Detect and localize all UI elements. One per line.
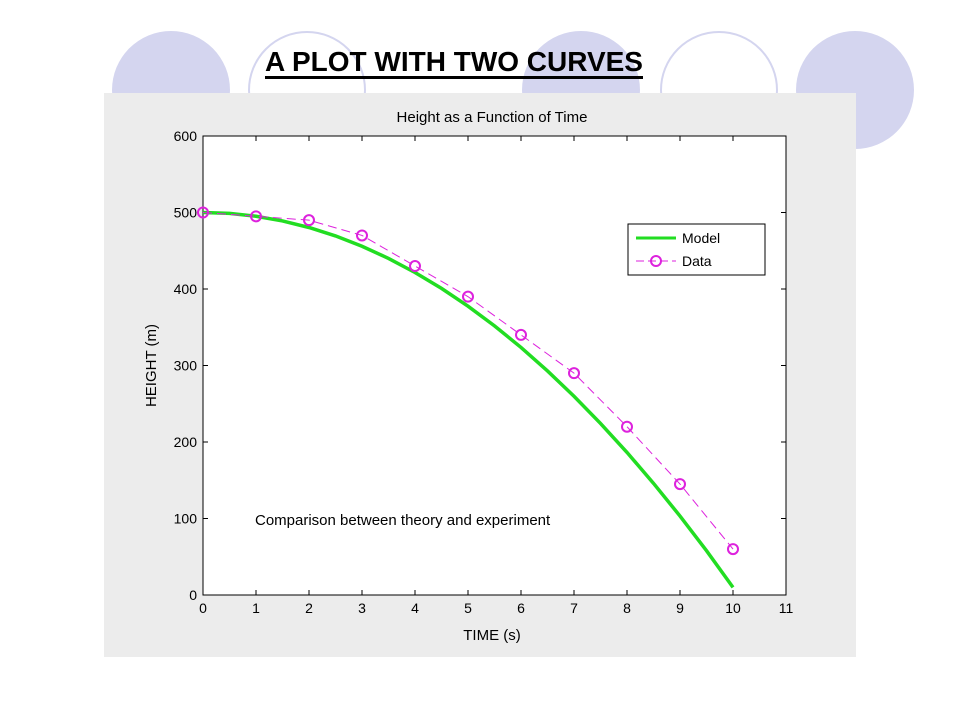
- figure-panel: Height as a Function of Time TIME (s) HE…: [104, 93, 856, 657]
- data-point: [197, 206, 209, 219]
- x-tick-label: 6: [517, 600, 525, 616]
- x-tick-label: 1: [252, 600, 260, 616]
- chart-title: Height as a Function of Time: [397, 109, 588, 126]
- x-tick-label: 5: [464, 600, 472, 616]
- data-point: [462, 290, 474, 303]
- legend-box: [627, 223, 766, 276]
- legend: Model Data: [627, 223, 766, 276]
- y-tick-label: 500: [174, 205, 198, 221]
- legend-data-label: Data: [682, 253, 712, 269]
- x-tick-label: 0: [199, 600, 207, 616]
- plot-area: [202, 135, 787, 596]
- y-tick-label: 100: [174, 511, 198, 527]
- legend-data-marker: [650, 255, 662, 267]
- data-point: [621, 420, 633, 433]
- x-axis-label: TIME (s): [463, 627, 521, 644]
- x-tick-label: 8: [623, 600, 631, 616]
- slide-title: A PLOT WITH TWO CURVES: [265, 46, 643, 77]
- x-tick-label: 10: [725, 600, 741, 616]
- legend-model-label: Model: [682, 230, 720, 246]
- y-tick-label: 400: [174, 281, 198, 297]
- data-point: [250, 210, 262, 223]
- data-point: [356, 229, 368, 242]
- x-tick-label: 2: [305, 600, 313, 616]
- model-line: [202, 210, 735, 589]
- x-tick-label: 9: [676, 600, 684, 616]
- series-layer: [197, 206, 739, 589]
- chart: Height as a Function of Time TIME (s) HE…: [143, 109, 793, 644]
- y-axis-label: HEIGHT (m): [143, 324, 160, 407]
- y-axis-ticks: 0 100 200 300 400 500 600: [174, 128, 786, 603]
- data-point: [515, 328, 527, 341]
- data-point: [727, 543, 739, 556]
- data-point: [303, 214, 315, 227]
- x-tick-label: 4: [411, 600, 419, 616]
- x-tick-label: 3: [358, 600, 366, 616]
- data-point: [409, 260, 421, 273]
- y-tick-label: 200: [174, 434, 198, 450]
- y-tick-label: 300: [174, 358, 198, 374]
- x-tick-label: 7: [570, 600, 578, 616]
- data-point: [568, 367, 580, 380]
- data-point: [674, 478, 686, 491]
- x-axis-ticks: 0 1 2 3 4 5 6 7 8 9 10 11: [199, 136, 793, 616]
- y-tick-label: 600: [174, 128, 198, 144]
- y-tick-label: 0: [189, 587, 197, 603]
- chart-annotation: Comparison between theory and experiment: [255, 512, 551, 529]
- x-tick-label: 11: [779, 600, 794, 616]
- data-line: [202, 212, 734, 550]
